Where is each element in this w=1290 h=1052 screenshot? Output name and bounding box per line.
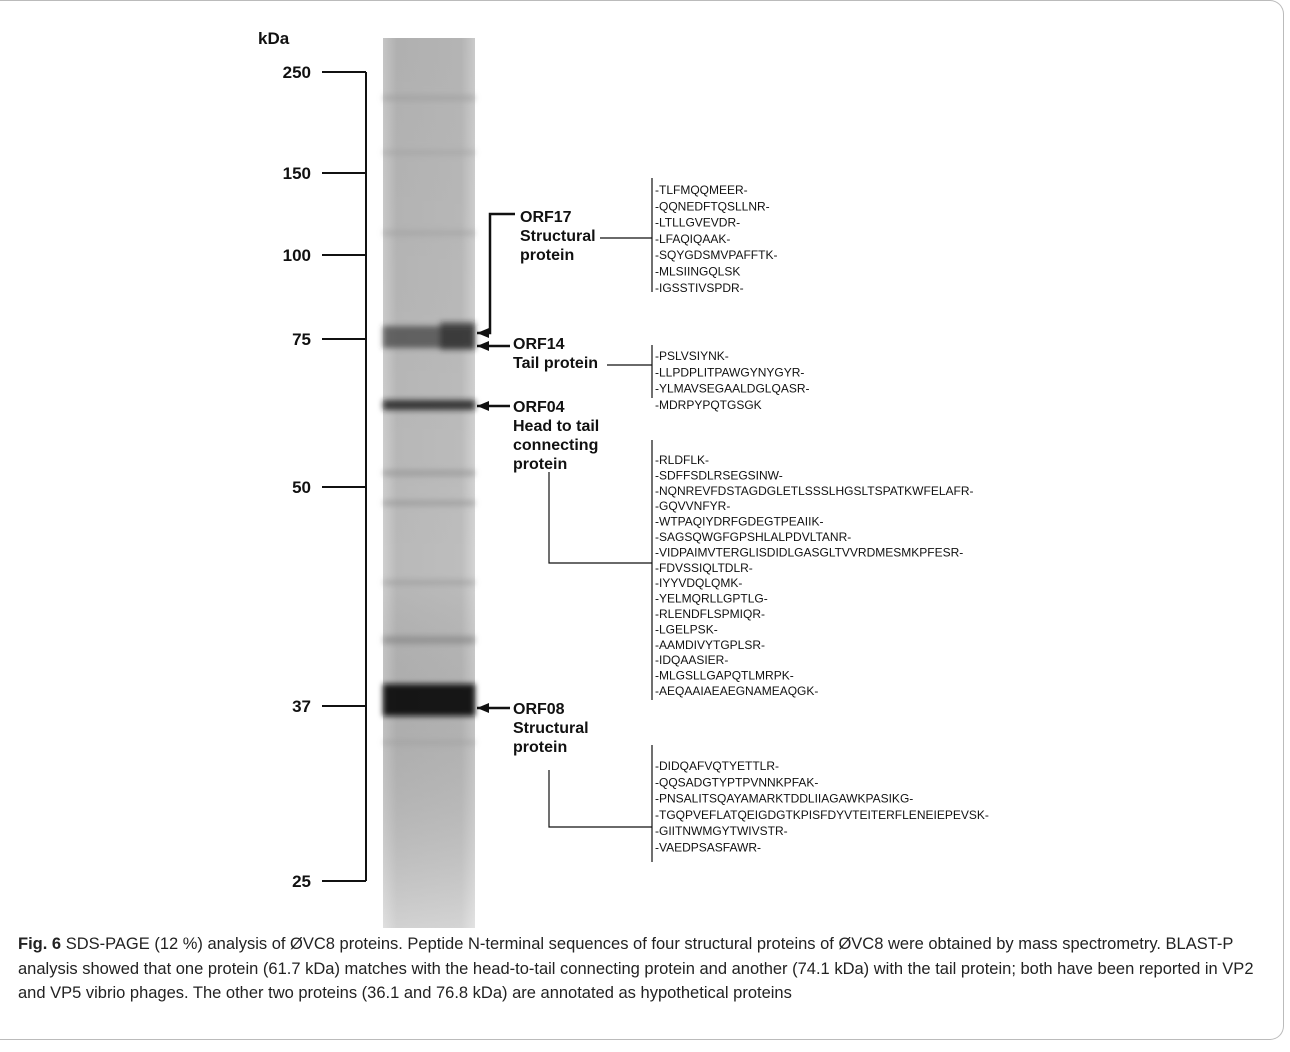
peptide: -FDVSSIQLTDLR- [655, 561, 753, 575]
peptide: -MLSIINGQLSK [655, 265, 740, 279]
peptide: -MDRPYPQTGSGK [655, 398, 762, 412]
marker-label: 37 [292, 697, 311, 716]
gel-figure: kDa 250 150 100 75 50 37 25 ORF17 Structural prote… [0, 0, 1290, 930]
peptide: -RLENDFLSPMIQR- [655, 607, 765, 621]
protein-label: ORF08 [513, 701, 565, 718]
arrow-orf17-head [477, 328, 489, 338]
protein-label: protein [513, 456, 567, 473]
protein-label: protein [520, 247, 574, 264]
marker-label: 50 [292, 478, 311, 497]
arrow-orf14-head [477, 341, 489, 351]
peptide: -TGQPVEFLATQEIGDGTKPISFDYVTEITERFLENEIEP… [655, 808, 989, 822]
gel-lane [383, 38, 475, 928]
connector [549, 472, 652, 563]
peptide: -RLDFLK- [655, 453, 709, 467]
peptide: -TLFMQQMEER- [655, 183, 748, 197]
peptide: -QQSADGTYPTPVNNKPFAK- [655, 775, 818, 789]
peptide: -GQVVNFYR- [655, 499, 730, 513]
figure-caption: Fig. 6 SDS-PAGE (12 %) analysis of ØVC8 … [18, 932, 1268, 1006]
peptide: -IGSSTIVSPDR- [655, 281, 744, 295]
peptide: -LTLLGVEVDR- [655, 216, 740, 230]
protein-label: Head to tail [513, 418, 599, 435]
peptide: -LFAQIQAAK- [655, 232, 730, 246]
protein-label: Structural [513, 720, 589, 737]
peptide: -SAGSQWGFGPSHLALPDVLTANR- [655, 530, 851, 544]
peptide: -IDQAASIER- [655, 653, 728, 667]
marker-unit: kDa [258, 29, 290, 48]
peptide: -WTPAQIYDRFGDEGTPEAIIK- [655, 515, 823, 529]
protein-label: ORF14 [513, 336, 565, 353]
caption-text: SDS-PAGE (12 %) analysis of ØVC8 protein… [18, 935, 1254, 1002]
peptide: -AEQAAIAEAEGNAMEAQGK- [655, 684, 818, 698]
marker-label: 250 [283, 63, 311, 82]
marker-label: 25 [292, 872, 311, 891]
protein-label: Tail protein [513, 355, 598, 372]
marker-label: 75 [292, 330, 311, 349]
peptide: -VIDPAIMVTERGLISDIDLGASGLTVVRDMESMKPFESR… [655, 545, 963, 559]
peptide: -YLMAVSEGAALDGLQASR- [655, 382, 810, 396]
protein-label: Structural [520, 228, 596, 245]
peptide: -IYYVDQLQMK- [655, 576, 742, 590]
protein-label: protein [513, 739, 567, 756]
peptide: -SDFFSDLRSEGSINW- [655, 468, 783, 482]
peptide: -LGELPSK- [655, 622, 718, 636]
protein-label: connecting [513, 437, 598, 454]
peptide: -VAEDPSASFAWR- [655, 841, 761, 855]
page: kDa 250 150 100 75 50 37 25 ORF17 Structural prote… [0, 0, 1290, 1052]
connector [549, 770, 652, 827]
marker-label: 150 [283, 164, 311, 183]
protein-label: ORF17 [520, 209, 572, 226]
peptide: -SQYGDSMVPAFFTK- [655, 248, 777, 262]
arrow-orf08-head [477, 703, 489, 713]
peptide: -NQNREVFDSTAGDGLETLSSSLHGSLTSPATKWFELAFR… [655, 484, 974, 498]
peptide: -PNSALITSQAYAMARKTDDLIIAGAWKPASIKG- [655, 792, 913, 806]
peptide: -AAMDIVYTGPLSR- [655, 638, 765, 652]
protein-label: ORF04 [513, 399, 565, 416]
peptide: -DIDQAFVQTYETTLR- [655, 759, 779, 773]
peptide: -QQNEDFTQSLLNR- [655, 199, 770, 213]
peptide: -YELMQRLLGPTLG- [655, 592, 768, 606]
marker-label: 100 [283, 246, 311, 265]
arrow-orf17 [477, 214, 515, 333]
peptide: -MLGSLLGAPQTLMRPK- [655, 669, 794, 683]
peptide: -GIITNWMGYTWIVSTR- [655, 824, 788, 838]
peptide: -LLPDPLITPAWGYNYGYR- [655, 365, 804, 379]
peptide: -PSLVSIYNK- [655, 349, 729, 363]
arrow-orf04-head [477, 401, 489, 411]
caption-label: Fig. 6 [18, 935, 61, 953]
